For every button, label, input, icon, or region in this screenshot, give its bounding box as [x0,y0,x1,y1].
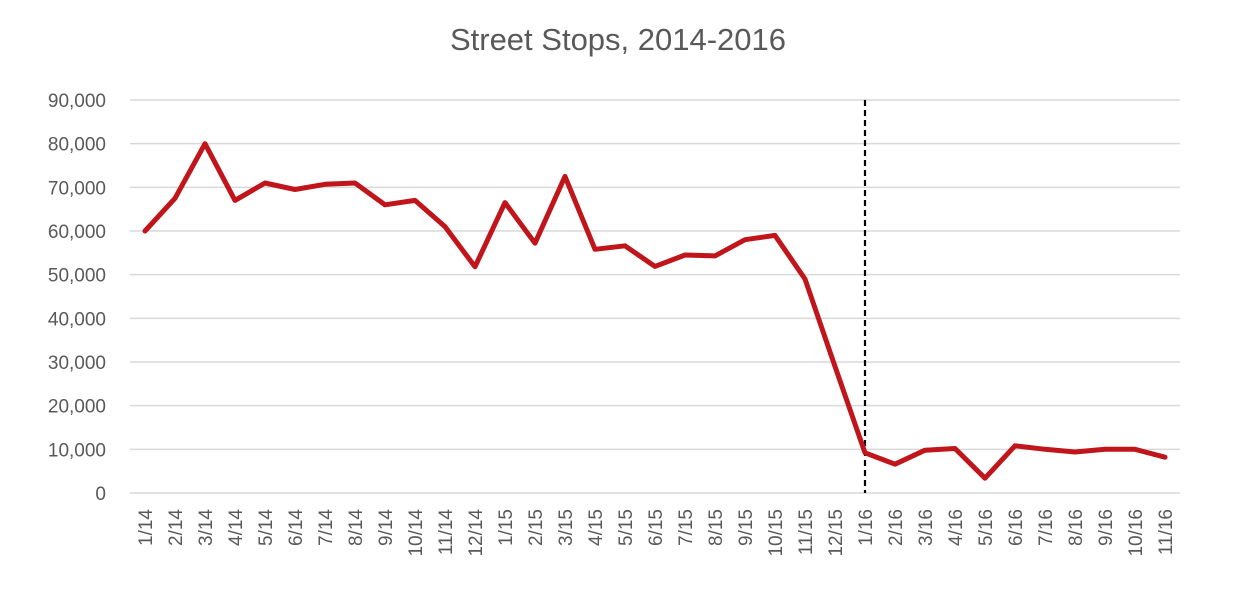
x-tick-label: 6/14 [286,509,307,546]
y-tick-label: 80,000 [48,135,106,156]
x-tick-label: 11/14 [436,509,457,556]
x-tick-label: 5/14 [256,509,277,546]
x-tick-label: 3/14 [196,509,217,546]
x-tick-label: 5/15 [616,509,637,546]
x-tick-label: 3/16 [916,509,937,546]
x-tick-label: 2/15 [526,509,547,546]
y-tick-label: 40,000 [48,309,106,330]
y-tick-label: 10,000 [48,440,106,461]
x-tick-label: 7/16 [1036,509,1057,546]
y-tick-label: 50,000 [48,266,106,287]
x-tick-label: 2/16 [886,509,907,546]
x-tick-label: 8/14 [346,509,367,546]
x-tick-label: 8/15 [706,509,727,546]
chart-title: Street Stops, 2014-2016 [449,22,787,57]
x-tick-label: 4/15 [586,509,607,546]
x-tick-label: 6/15 [646,509,667,546]
x-tick-label: 9/15 [736,509,757,546]
x-tick-label: 11/15 [796,509,817,555]
x-tick-label: 4/16 [946,509,967,546]
x-tick-label: 12/15 [826,509,847,557]
y-tick-label: 60,000 [48,222,106,243]
x-tick-label: 12/14 [466,509,487,557]
y-tick-label: 90,000 [48,91,106,112]
x-tick-label: 6/16 [1006,509,1027,546]
x-tick-label: 10/14 [406,509,427,557]
gridlines [130,99,1180,494]
x-tick-label: 3/15 [556,509,577,546]
x-tick-label: 1/16 [856,509,877,546]
y-tick-label: 0 [95,484,106,505]
x-tick-label: 8/16 [1066,509,1087,546]
x-tick-label: 9/14 [376,509,397,546]
y-axis-ticks: 0 10,000 20,000 30,000 40,000 50,000 60,000 70,… [48,91,106,505]
y-tick-label: 70,000 [48,178,106,199]
x-tick-label: 1/14 [136,509,157,546]
x-tick-label: 7/15 [676,509,697,546]
series-line [142,141,1168,481]
x-tick-label: 1/15 [496,509,517,546]
x-tick-label: 10/15 [766,509,787,557]
x-tick-label: 9/16 [1096,509,1117,546]
y-tick-label: 20,000 [48,397,106,418]
x-tick-label: 4/14 [226,509,247,546]
series-lines [142,141,1168,481]
x-tick-label: 11/16 [1156,509,1177,555]
y-tick-label: 30,000 [48,353,106,374]
x-tick-label: 5/16 [976,509,997,546]
x-axis-ticks: 1/14 2/14 3/14 4/14 5/14 6/14 7/14 8/14 9/14 10/1… [136,509,1177,557]
x-tick-label: 7/14 [316,509,337,546]
x-tick-label: 2/14 [166,509,187,546]
x-tick-label: 10/16 [1126,509,1147,557]
